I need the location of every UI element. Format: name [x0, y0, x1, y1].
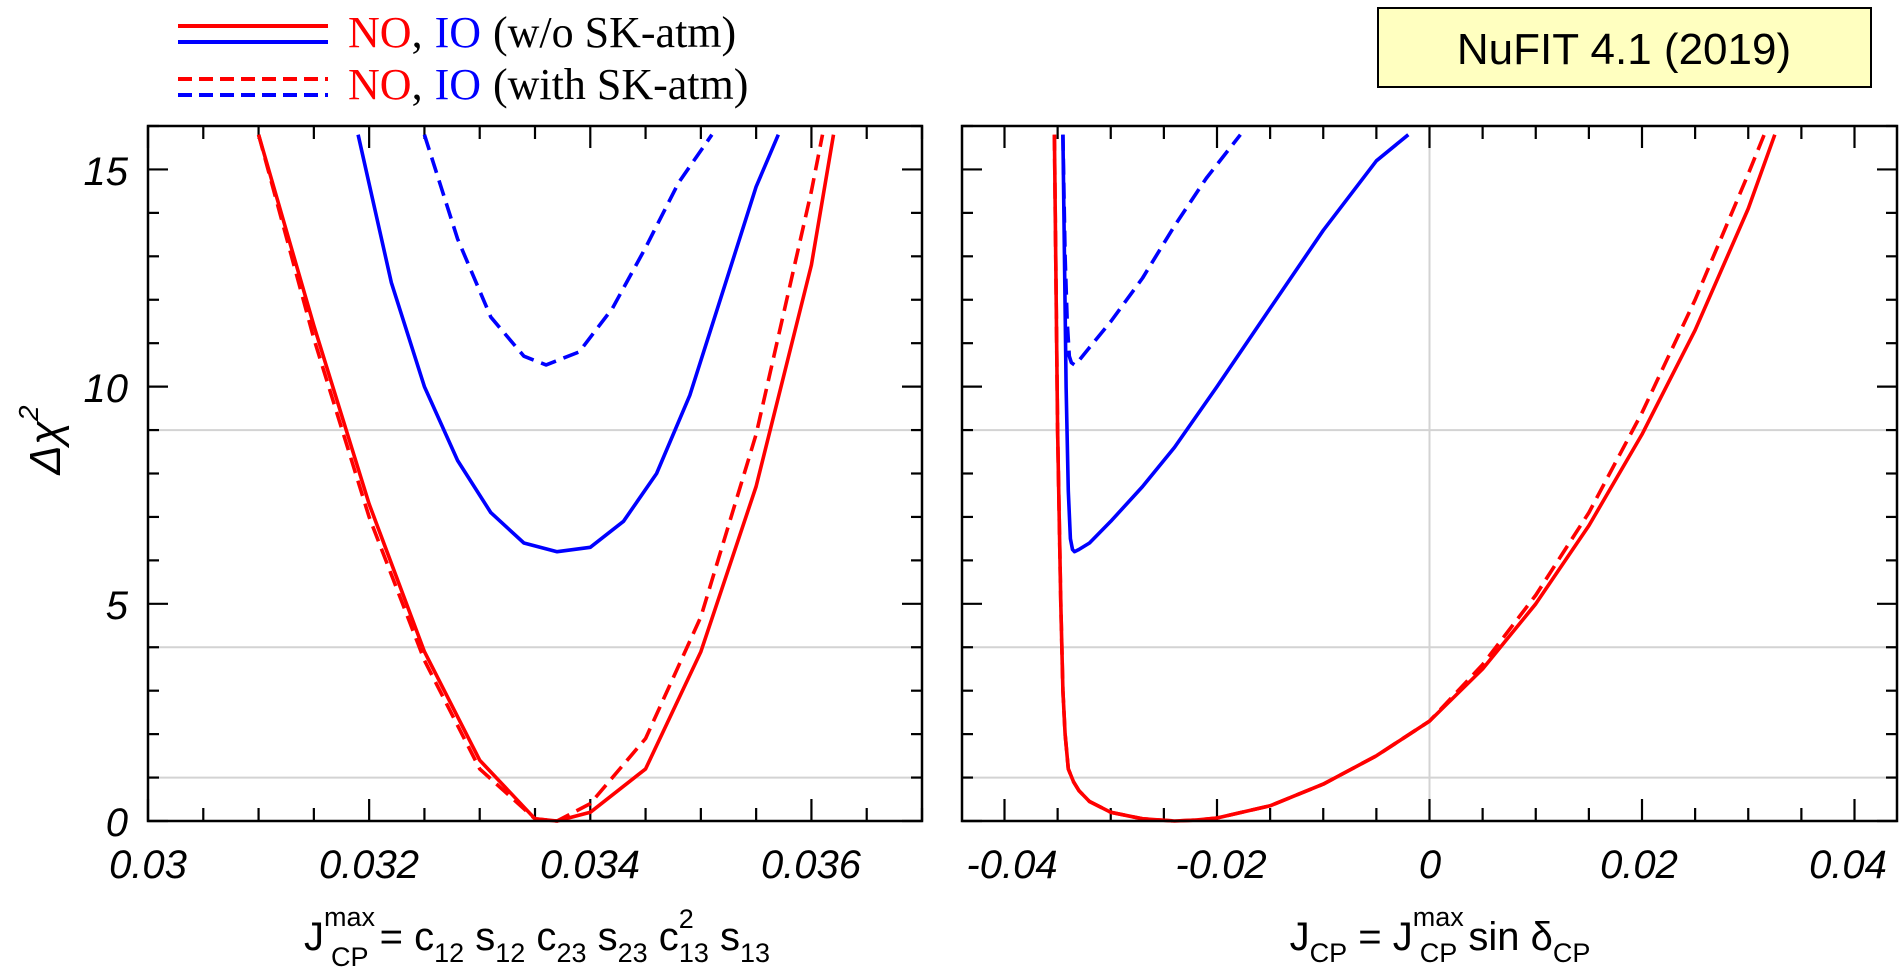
- right-x-tick-label: -0.04: [966, 843, 1057, 887]
- legend-row2-suffix: (with SK-atm): [493, 60, 748, 109]
- version-badge-label: NuFIT 4.1 (2019): [1457, 25, 1791, 74]
- y-tick-label: 0: [106, 801, 128, 845]
- left-curves: [256, 133, 836, 823]
- curve-no-solid: [256, 134, 836, 823]
- y-axis-label: Δχ2: [13, 405, 70, 476]
- y-axis-label-main: Δχ: [21, 420, 70, 476]
- legend-row1-comma: ,: [412, 8, 423, 57]
- left-x-tick-label: 0.034: [540, 843, 640, 887]
- curve-no-solid: [1052, 134, 1777, 823]
- y-tick-label: 5: [106, 584, 129, 628]
- y-tick-label: 10: [84, 367, 129, 411]
- right-x-tick-label: 0.04: [1809, 843, 1887, 887]
- curve-io-solid: [1061, 133, 1410, 554]
- right-x-axis-label: JCP = Jmax CP sin δCP: [1290, 902, 1591, 968]
- y-axis-label-sup: 2: [13, 405, 44, 422]
- left-ticks: [146, 124, 924, 823]
- legend-row1-suffix: (w/o SK-atm): [493, 8, 736, 57]
- version-badge: NuFIT 4.1 (2019): [1377, 7, 1872, 88]
- svg-text:NO,IO(w/o SK-atm): NO, IO (w/o SK-atm): [348, 8, 736, 57]
- legend-row2-comma: ,: [412, 60, 423, 109]
- left-x-tick-label: 0.036: [761, 843, 862, 887]
- left-x-axis-label: Jmax CP = c12 s12 c23 s23 c2 13 s13: [304, 902, 770, 972]
- right-panel: -0.04 -0.02 0 0.02 0.04 JCP = Jmax CP sin…: [960, 124, 1899, 968]
- right-x-tick-label: 0: [1419, 843, 1441, 887]
- right-x-tick-labels: -0.04 -0.02 0 0.02 0.04: [966, 843, 1887, 887]
- legend-row2-no: NO: [348, 60, 412, 109]
- left-panel: 0 5 10 15 0.03 0.032 0.034 0.036 Jmax CP …: [84, 124, 924, 972]
- right-x-tick-label: -0.02: [1175, 843, 1266, 887]
- right-curves: [1052, 133, 1777, 823]
- right-ticks: [962, 124, 1897, 823]
- legend-row1-no: NO: [348, 8, 412, 57]
- curve-no-dashed: [1052, 134, 1766, 823]
- curve-no-dashed: [256, 134, 825, 823]
- left-x-tick-label: 0.032: [319, 843, 419, 887]
- left-x-tick-labels: 0.03 0.032 0.034 0.036: [109, 843, 862, 887]
- y-tick-label: 15: [84, 150, 129, 194]
- legend-row2-io: IO: [435, 60, 481, 109]
- legend-row1-io: IO: [435, 8, 481, 57]
- left-panel-frame: [146, 124, 924, 823]
- legend: NO, IO (w/o SK-atm) NO, IO (with SK-atm): [178, 8, 748, 109]
- left-x-tick-label: 0.03: [109, 843, 187, 887]
- left-y-tick-labels: 0 5 10 15: [84, 150, 129, 845]
- curve-io-dashed: [1061, 133, 1242, 367]
- curve-io-solid: [356, 133, 780, 554]
- right-panel-frame: [960, 124, 1899, 823]
- curve-io-dashed: [422, 133, 714, 367]
- version-badge-box: [1377, 7, 1872, 88]
- right-grid: [962, 126, 1897, 821]
- right-x-tick-label: 0.02: [1600, 843, 1678, 887]
- svg-text:NO,IO(with SK-atm): NO, IO (with SK-atm): [348, 60, 748, 109]
- left-grid: [148, 429, 922, 779]
